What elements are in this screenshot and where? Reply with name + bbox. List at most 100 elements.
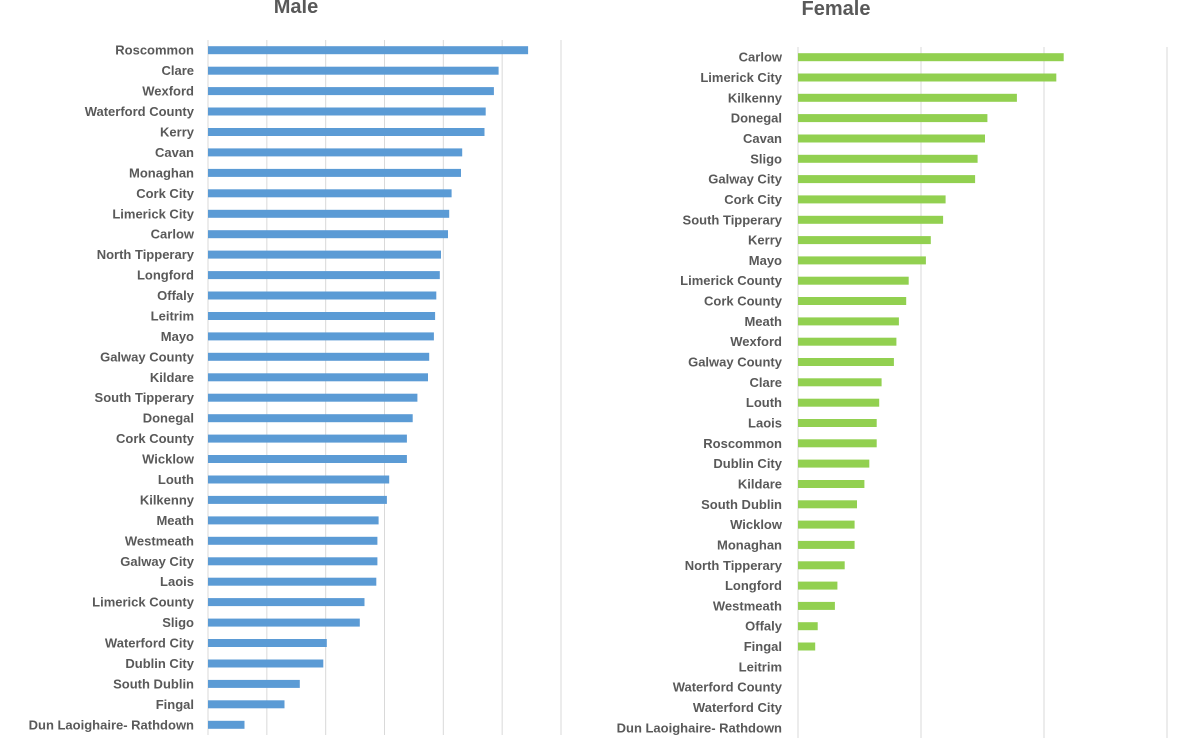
- male-bar: [208, 209, 450, 218]
- male-bar: [208, 393, 418, 402]
- female-bar: [798, 398, 880, 407]
- male-category-label: Cork County: [116, 431, 195, 446]
- male-bar: [208, 577, 377, 586]
- female-bar: [798, 195, 946, 204]
- male-category-label: Kilkenny: [140, 492, 195, 507]
- male-category-label: Cavan: [155, 145, 194, 160]
- male-chart: Male Roscommon Clare Wexford Waterford Coun…: [29, 0, 562, 735]
- female-bar: [798, 520, 855, 529]
- female-bar: [798, 317, 899, 326]
- male-bar: [208, 475, 390, 484]
- male-category-label: Sligo: [162, 615, 194, 630]
- female-bar: [798, 439, 877, 448]
- male-bar: [208, 148, 463, 157]
- female-bar: [798, 561, 845, 570]
- female-bar: [798, 114, 988, 123]
- male-category-label: Kerry: [160, 125, 195, 140]
- female-bar: [798, 358, 894, 366]
- female-chart: Female Carlow Limerick City Kilkenny Donega…: [617, 0, 1168, 738]
- male-bar: [208, 700, 285, 709]
- female-bar: [798, 540, 855, 549]
- female-category-label: Galway City: [708, 172, 782, 187]
- female-chart-title: Female: [802, 0, 871, 20]
- male-bar: [208, 557, 378, 566]
- male-category-label: Westmeath: [125, 533, 194, 548]
- male-bar: [208, 291, 437, 300]
- male-bar: [208, 434, 407, 443]
- male-bar: [208, 46, 529, 55]
- female-category-label: Cork County: [704, 294, 783, 309]
- male-category-label: Laois: [160, 574, 194, 589]
- female-category-label: Clare: [749, 375, 782, 390]
- male-category-label: Carlow: [151, 227, 195, 242]
- male-category-label: South Tipperary: [95, 390, 195, 405]
- female-bar: [798, 601, 835, 610]
- female-category-label: Fingal: [744, 639, 782, 654]
- female-category-label: Galway County: [688, 355, 783, 370]
- male-bar: [208, 679, 300, 688]
- male-bar: [208, 271, 440, 280]
- male-bar: [208, 414, 413, 423]
- female-category-label: Dublin City: [713, 456, 782, 471]
- male-category-label: Galway City: [120, 554, 194, 569]
- female-bar: [798, 419, 877, 427]
- female-bar: [798, 480, 865, 488]
- female-category-label: Limerick City: [700, 70, 782, 85]
- male-category-label: Waterford County: [85, 104, 195, 119]
- female-category-label: Kildare: [738, 477, 782, 492]
- female-category-label: Mayo: [749, 253, 782, 268]
- male-bar: [208, 659, 324, 668]
- female-bar: [798, 622, 818, 631]
- male-category-label: Dun Laoighaire- Rathdown: [29, 717, 194, 732]
- male-category-label: Meath: [156, 513, 194, 528]
- female-category-label: Limerick County: [680, 273, 783, 288]
- female-category-label: Laois: [748, 416, 782, 431]
- female-category-label: Wicklow: [730, 517, 783, 532]
- male-bar: [208, 352, 430, 361]
- female-category-label: Cork City: [724, 192, 783, 207]
- male-bar: [208, 189, 452, 198]
- male-category-label: Galway County: [100, 349, 195, 364]
- male-category-label: Clare: [161, 63, 194, 78]
- female-bar: [798, 154, 978, 163]
- female-bar: [798, 134, 985, 143]
- female-bar: [798, 378, 882, 387]
- male-bar: [208, 250, 441, 259]
- male-bar: [208, 639, 327, 647]
- female-bar: [798, 276, 909, 285]
- female-category-label: Wexford: [730, 334, 782, 349]
- male-bar: [208, 618, 360, 627]
- male-category-label: Fingal: [156, 697, 194, 712]
- male-category-label: Cork City: [136, 186, 195, 201]
- female-category-label: Monaghan: [717, 537, 782, 552]
- male-category-label: Mayo: [161, 329, 194, 344]
- female-category-label: Kerry: [748, 233, 783, 248]
- female-bar: [798, 236, 931, 245]
- female-category-label: North Tipperary: [685, 558, 783, 573]
- female-bar: [798, 500, 857, 509]
- female-category-label: Kilkenny: [728, 90, 783, 105]
- male-bar: [208, 720, 245, 729]
- female-bar: [798, 459, 870, 468]
- female-bar: [798, 215, 944, 224]
- male-bar: [208, 516, 379, 525]
- female-category-label: Leitrim: [739, 659, 782, 674]
- male-category-label: Wicklow: [142, 452, 195, 467]
- male-category-label: North Tipperary: [97, 247, 195, 262]
- male-bar: [208, 128, 485, 136]
- female-bar: [798, 53, 1064, 62]
- male-bar: [208, 312, 436, 320]
- female-category-label: Waterford City: [693, 700, 783, 715]
- male-bar: [208, 230, 448, 239]
- male-bar: [208, 66, 499, 75]
- male-category-label: Longford: [137, 268, 194, 283]
- female-bar: [798, 93, 1017, 102]
- male-category-label: Offaly: [157, 288, 195, 303]
- female-category-label: Longford: [725, 578, 782, 593]
- female-category-label: Westmeath: [713, 598, 782, 613]
- male-bar: [208, 536, 378, 545]
- male-category-label: Roscommon: [115, 43, 194, 58]
- male-category-label: Kildare: [150, 370, 194, 385]
- female-bar: [798, 256, 926, 265]
- male-bar: [208, 168, 461, 177]
